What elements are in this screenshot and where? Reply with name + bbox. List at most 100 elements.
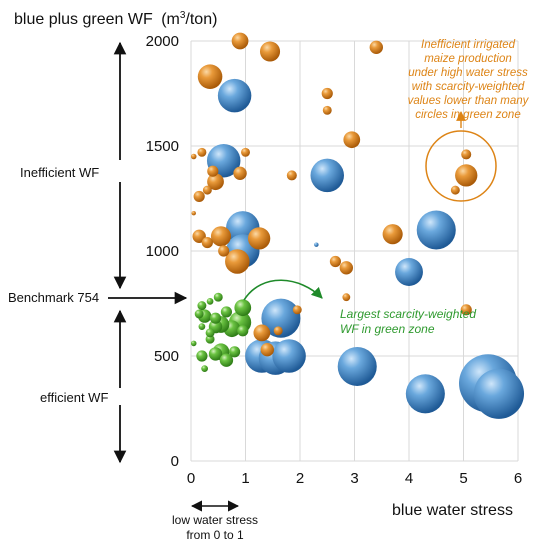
- orange-note-line: with scarcity-weighted: [412, 81, 525, 93]
- y-tick-label: 1500: [146, 138, 179, 155]
- x-axis-title: blue water stress: [392, 502, 513, 519]
- orange-bubble: [207, 165, 219, 177]
- orange-bubble: [343, 131, 361, 149]
- orange-bubble: [210, 226, 232, 247]
- blue-bubble: [217, 78, 252, 113]
- green-bubble: [197, 301, 207, 311]
- y-tick-label: 0: [171, 453, 179, 470]
- orange-bubble: [225, 249, 250, 274]
- orange-bubble: [231, 32, 249, 50]
- green-bubble: [201, 365, 208, 372]
- green-bubble: [237, 325, 249, 337]
- x-tick-labels: 0 1 2 3 4 5 6: [187, 470, 522, 487]
- green-bubble: [205, 328, 215, 338]
- orange-bubble: [197, 147, 207, 157]
- x-tick-label: 1: [241, 470, 249, 487]
- orange-bubble: [322, 105, 332, 115]
- blue-bubble: [261, 298, 301, 338]
- green-bubble: [196, 350, 208, 362]
- green-note-arrow: [243, 279, 323, 301]
- y-axis-title-unit-end: /ton): [185, 11, 217, 28]
- orange-note-line: maize production: [424, 53, 512, 65]
- orange-bubble: [241, 147, 250, 157]
- orange-bubble: [201, 237, 213, 249]
- y-axis-title-unit-sup: 3: [180, 10, 186, 21]
- x-tick-label: 5: [459, 470, 467, 487]
- inefficient-label: Inefficient WF: [20, 165, 99, 180]
- orange-bubble: [259, 41, 281, 62]
- blue-bubble: [405, 374, 445, 414]
- orange-bubble: [233, 166, 247, 180]
- orange-bubble: [450, 185, 460, 195]
- green-bubble: [198, 323, 206, 330]
- orange-bubble: [321, 87, 333, 100]
- orange-bubble: [190, 153, 197, 160]
- x-tick-label: 4: [405, 470, 413, 487]
- blue-bubble: [416, 210, 456, 250]
- orange-bubble: [202, 185, 212, 195]
- orange-bubble: [461, 149, 472, 160]
- low-stress-label-line2: from 0 to 1: [186, 528, 244, 542]
- y-axis-title-main: blue plus green WF: [14, 11, 153, 28]
- orange-note-line: circles in green zone: [415, 109, 520, 121]
- green-bubble: [219, 353, 234, 367]
- orange-bubble: [286, 170, 297, 181]
- green-bubble: [206, 298, 214, 305]
- y-axis-title-unit: (m: [161, 11, 180, 28]
- orange-highlight-circle: [425, 130, 497, 202]
- orange-note-line: values lower than many: [408, 95, 530, 107]
- orange-bubble: [339, 261, 354, 275]
- green-note-line1: Largest scarcity-weighted: [340, 307, 476, 321]
- orange-note-line: Inefficient irrigated: [421, 39, 516, 51]
- orange-bubble: [218, 245, 230, 257]
- orange-bubble: [455, 164, 478, 187]
- blue-bubble: [337, 346, 377, 387]
- x-tick-label: 6: [514, 470, 522, 487]
- orange-bubble: [247, 227, 271, 250]
- orange-bubble: [193, 190, 205, 202]
- y-tick-label: 2000: [146, 33, 179, 50]
- green-bubble: [194, 309, 204, 319]
- green-bubble: [205, 334, 215, 344]
- green-bubble: [229, 346, 241, 358]
- orange-bubble: [192, 229, 206, 243]
- blue-bubble: [310, 158, 344, 193]
- orange-bubble: [191, 210, 196, 216]
- green-bubble: [213, 292, 223, 302]
- x-tick-label: 2: [296, 470, 304, 487]
- bubbles: [190, 32, 525, 419]
- orange-bubble: [342, 293, 351, 302]
- orange-bubble: [207, 173, 224, 191]
- orange-bubble: [460, 304, 472, 316]
- orange-bubble: [273, 326, 283, 336]
- orange-bubble: [329, 255, 342, 268]
- orange-bubble: [369, 40, 383, 54]
- y-tick-label: 500: [154, 348, 179, 365]
- green-bubble: [190, 340, 197, 347]
- orange-bubble: [260, 343, 274, 357]
- efficient-label: efficient WF: [40, 390, 108, 405]
- orange-note: Inefficient irrigated maize production und…: [408, 39, 530, 121]
- benchmark-label: Benchmark 754: [8, 290, 99, 305]
- orange-bubble: [253, 324, 271, 342]
- x-tick-label: 0: [187, 470, 195, 487]
- orange-bubble: [382, 224, 403, 245]
- orange-note-line: under high water stress: [408, 67, 528, 79]
- blue-bubble: [473, 368, 525, 419]
- orange-bubble: [292, 305, 302, 315]
- green-bubble: [209, 312, 222, 324]
- green-bubble: [220, 306, 233, 318]
- x-tick-label: 3: [350, 470, 358, 487]
- y-tick-labels: 0 500 1000 1500 2000: [146, 33, 179, 470]
- green-bubble: [234, 299, 252, 317]
- y-tick-label: 1000: [146, 243, 179, 260]
- low-stress-label-line1: low water stress: [172, 513, 258, 527]
- orange-bubble: [197, 64, 223, 89]
- green-bubble: [208, 347, 223, 361]
- green-note-line2: WF in green zone: [340, 322, 435, 336]
- y-axis-title: blue plus green WF (m3/ton): [14, 10, 217, 28]
- blue-bubble: [314, 242, 319, 247]
- blue-bubble: [395, 258, 423, 286]
- blue-bubble: [272, 339, 306, 373]
